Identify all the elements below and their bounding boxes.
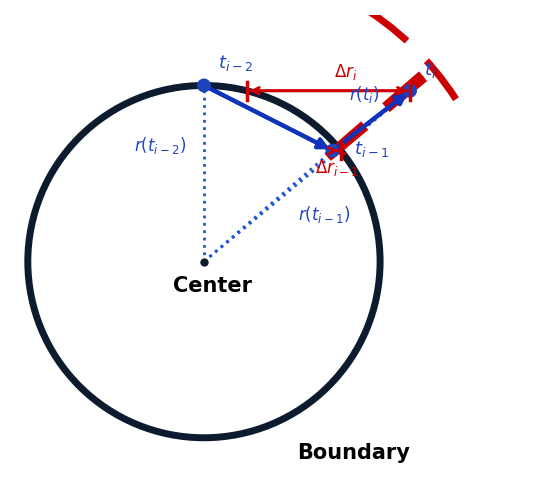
Point (200, 81, 208, 89)
Text: $r(t_i)$: $r(t_i)$ (349, 84, 380, 105)
Text: $t_{i-1}$: $t_{i-1}$ (354, 139, 389, 159)
Text: $t_i$: $t_i$ (424, 60, 437, 80)
Text: $t_{i-2}$: $t_{i-2}$ (218, 53, 253, 73)
Point (200, 258, 208, 265)
Text: $\Delta r_i$: $\Delta r_i$ (334, 62, 357, 82)
Text: $\Delta r_{i-1}$: $\Delta r_{i-1}$ (315, 158, 359, 178)
Text: $r(t_{i-2})$: $r(t_{i-2})$ (134, 135, 186, 156)
Point (406, 87, 414, 95)
Text: Boundary: Boundary (297, 443, 410, 463)
Text: Center: Center (173, 276, 252, 296)
Text: $r(t_{i-1})$: $r(t_{i-1})$ (298, 203, 350, 224)
Point (328, 147, 337, 155)
